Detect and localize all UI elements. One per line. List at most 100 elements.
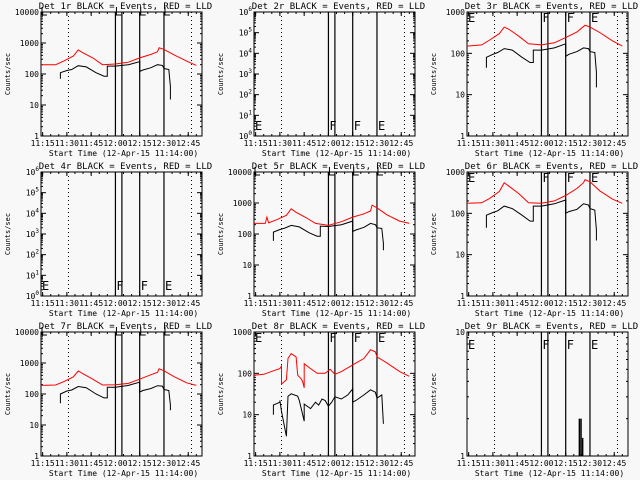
x-tick-label: 11:45 [79,459,103,468]
x-tick-label: 11:30 [55,139,79,148]
y-tick-label: 103 [239,68,253,79]
x-tick-label: 11:30 [268,299,292,308]
bracket-marker [254,167,260,176]
segment-marker-label: F [354,331,361,345]
x-tick-label: 12:15 [341,139,365,148]
event-bar [578,418,581,456]
y-tick-label: 1 [460,452,465,461]
x-tick-label: 12:00 [529,299,553,308]
x-axis-label: Start Time (12-Apr-15 11:14:00) [475,469,624,478]
y-tick-label: 105 [26,187,40,198]
x-tick-label: 12:00 [316,459,340,468]
x-tick-label: 12:15 [341,459,365,468]
x-axis-label: Start Time (12-Apr-15 11:14:00) [49,309,198,318]
panel-title: Det 2r BLACK = Events, RED = LLD [252,2,425,12]
segment-marker-label: F [542,171,549,185]
bracket-marker [164,7,170,16]
y-tick-label: 1000 [233,199,252,208]
y-axis-label: Counts/sec [217,373,225,415]
lld-series-line [466,24,623,47]
x-tick-label: 12:15 [128,459,152,468]
event-bar [580,418,582,456]
panel-8: Det 8r BLACK = Events, RED = LLD 11:15 11:… [217,322,425,478]
y-axis-label: Counts/sec [4,373,12,415]
segment-marker-label: E [255,331,262,345]
x-tick-label: 11:30 [268,139,292,148]
segment-marker-label: F [542,11,549,25]
y-tick-label: 106 [239,6,253,17]
bracket-marker [115,7,122,16]
y-tick-label: 100 [26,290,40,301]
segment-marker-label: F [567,11,574,25]
x-tick-label: 11:15 [244,459,268,468]
segment-marker-label: E [468,171,475,185]
bracket-marker [41,327,47,336]
x-tick-label: 11:15 [457,459,481,468]
x-axis-label: Start Time (12-Apr-15 11:14:00) [262,469,411,478]
y-axis-label: Counts/sec [217,53,225,95]
y-tick-label: 1 [247,452,252,461]
y-tick-label: 1 [34,132,39,141]
lld-series-line [253,349,410,388]
segment-marker-label: F [542,338,549,352]
segment-marker-label: F [567,338,574,352]
panel-title: Det 5r BLACK = Events, RED = LLD [252,162,425,172]
lld-series-line [40,368,197,386]
x-tick-label: 11:30 [481,139,505,148]
segment-marker-label: F [116,279,123,293]
y-tick-label: 1000 [20,39,39,48]
y-tick-label: 104 [26,207,40,218]
segment-marker-label: F [567,171,574,185]
bracket-marker [140,7,146,16]
segment-marker-label: E [591,338,598,352]
x-tick-label: 12:30 [365,139,389,148]
event-bar [581,437,584,456]
y-axis-label: Counts/sec [4,53,12,95]
x-tick-label: 11:45 [292,459,316,468]
x-tick-label: 12:00 [103,299,127,308]
bracket-marker [115,327,122,336]
x-tick-label: 12:30 [365,299,389,308]
y-tick-label: 10000 [15,328,39,337]
y-tick-label: 102 [239,89,253,100]
segment-marker-label: F [329,331,336,345]
bracket-marker [140,327,146,336]
y-tick-label: 1 [34,452,39,461]
bracket-marker [41,7,47,16]
events-series-line [59,381,171,411]
x-tick-label: 11:45 [292,299,316,308]
x-tick-label: 12:45 [176,139,200,148]
x-tick-label: 12:15 [554,299,578,308]
y-tick-label: 10 [455,91,465,100]
x-tick-label: 11:15 [31,299,55,308]
x-tick-label: 11:30 [481,459,505,468]
x-tick-label: 12:15 [341,299,365,308]
x-tick-label: 12:45 [176,299,200,308]
y-tick-label: 101 [26,269,40,280]
x-tick-label: 12:15 [128,139,152,148]
panel-title: Det 8r BLACK = Events, RED = LLD [252,322,425,332]
y-tick-label: 100 [25,70,40,79]
x-tick-label: 11:15 [31,139,55,148]
y-tick-label: 10 [242,261,252,270]
segment-marker-label: E [468,338,475,352]
y-tick-label: 100 [25,390,40,399]
x-tick-label: 11:45 [79,139,103,148]
panel-title: Det 9r BLACK = Events, RED = LLD [465,322,638,332]
x-tick-label: 12:45 [602,139,626,148]
x-tick-label: 11:30 [55,299,79,308]
y-tick-label: 100 [451,49,466,58]
panel-title: Det 1r BLACK = Events, RED = LLD [39,2,212,12]
x-tick-label: 11:30 [55,459,79,468]
panel-title: Det 3r BLACK = Events, RED = LLD [465,2,638,12]
x-tick-label: 12:30 [578,299,602,308]
y-tick-label: 100 [451,209,466,218]
segment-marker-label: E [468,11,475,25]
segment-marker-label: E [591,171,598,185]
